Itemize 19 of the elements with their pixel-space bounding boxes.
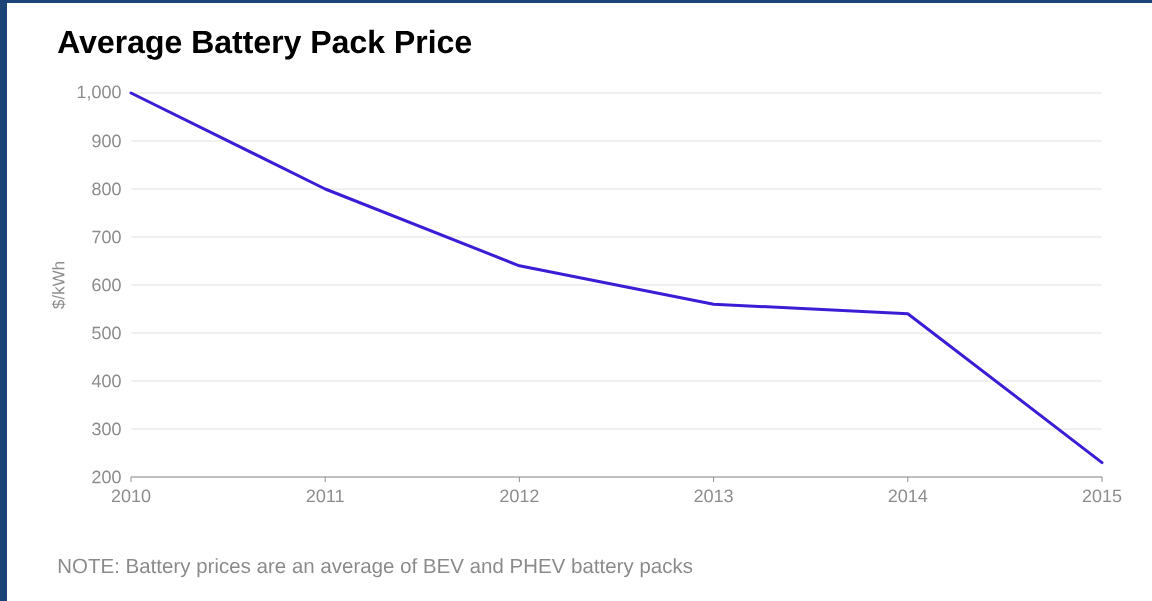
y-tick-label: 600 [92,278,121,292]
y-tick-label: 1,000 [77,85,121,101]
y-tick-label: 800 [92,182,121,196]
x-tick-label: 2010 [111,489,151,503]
y-tick-label: 700 [92,230,121,244]
y-tick-label: 500 [92,326,121,340]
x-tick-label: 2013 [694,489,733,503]
y-tick-label: 200 [92,470,121,484]
y-axis-title: $/kWh [51,262,66,309]
chart-title: Average Battery Pack Price [58,29,472,60]
y-tick-label: 900 [92,134,121,148]
x-tick-label: 2012 [500,489,539,503]
x-tick-label: 2015 [1082,489,1122,503]
line-series [129,91,1104,465]
y-tick-label: 300 [92,422,121,436]
x-tick-label: 2014 [888,489,928,503]
y-tick-label: 400 [91,374,121,388]
text: NOTE: Battery prices are an average of BEV and PHEV battery packs [58,558,693,578]
x-tick-label: 2011 [306,489,344,503]
